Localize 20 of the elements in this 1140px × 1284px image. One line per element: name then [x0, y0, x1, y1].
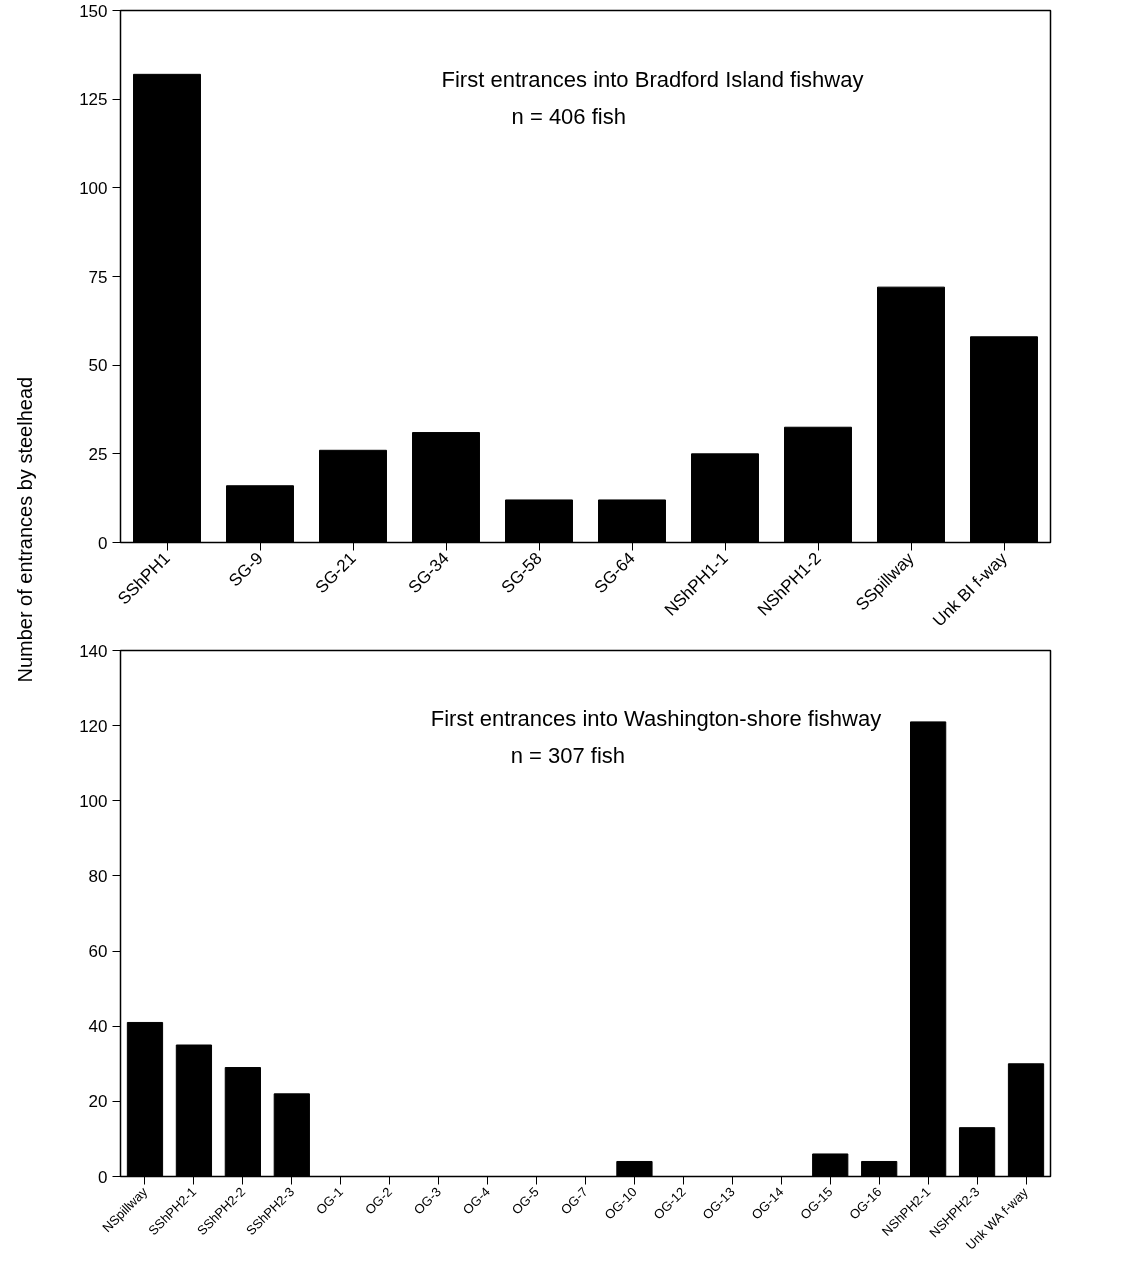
y-tick-label: 40 — [88, 1017, 108, 1037]
y-tick-label: 0 — [98, 533, 108, 553]
annotation: n = 307 fish — [510, 743, 626, 769]
y-tick-label: 150 — [79, 1, 108, 21]
y-tick-label: 20 — [88, 1092, 108, 1112]
y-axis-title: Number of entrances by steelhead — [13, 376, 36, 683]
y-tick-label: 100 — [79, 791, 108, 811]
text: First entrances into Washington-shore fishway — [430, 706, 882, 732]
y-tick-label: 25 — [88, 444, 108, 464]
y-tick-label: 0 — [98, 1167, 108, 1187]
y-tick-label: 140 — [79, 641, 108, 661]
text: First entrances into Bradford Island fishway — [441, 67, 864, 93]
y-tick-label: 60 — [88, 942, 108, 962]
y-tick-label: 50 — [88, 356, 108, 376]
y-tick-label: 75 — [88, 267, 108, 287]
y-tick-label: 80 — [88, 866, 108, 886]
annotation: n = 406 fish — [511, 104, 626, 130]
y-tick-label: 100 — [79, 178, 108, 198]
y-tick-label: 120 — [79, 716, 108, 736]
y-tick-label: 125 — [79, 90, 108, 110]
